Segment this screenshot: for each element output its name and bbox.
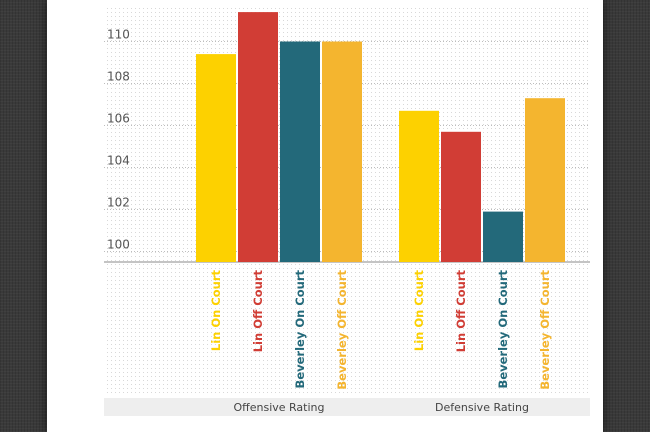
y-tick-label: 100 [107, 238, 130, 252]
chart-panel: 100 102 104 106 108 110 Lin On Court Lin Off C… [47, 0, 603, 432]
bar [196, 54, 236, 262]
category-label: Lin Off Court [251, 270, 265, 353]
y-tick-label: 106 [107, 112, 130, 126]
group-label-strip [104, 398, 590, 416]
bar [280, 41, 320, 262]
category-label: Beverley On Court [293, 269, 307, 388]
category-label: Lin On Court [209, 269, 223, 351]
bar-chart: 100 102 104 106 108 110 Lin On Court Lin Off C… [104, 8, 590, 416]
category-label: Beverley On Court [496, 269, 510, 388]
bar [441, 131, 481, 262]
bar [525, 98, 565, 262]
bar [238, 12, 278, 262]
y-tick-label: 110 [107, 28, 130, 42]
group-label: Defensive Rating [435, 401, 529, 414]
bar [322, 41, 362, 262]
y-tick-label: 108 [107, 70, 130, 84]
category-label: Lin On Court [412, 269, 426, 351]
category-label: Lin Off Court [454, 270, 468, 353]
category-label: Beverley Off Court [335, 270, 349, 390]
y-tick-label: 104 [107, 154, 130, 168]
group-label: Offensive Rating [233, 401, 324, 414]
bar [483, 211, 523, 262]
y-tick-label: 102 [107, 196, 130, 210]
category-label: Beverley Off Court [538, 270, 552, 390]
bar [399, 110, 439, 262]
